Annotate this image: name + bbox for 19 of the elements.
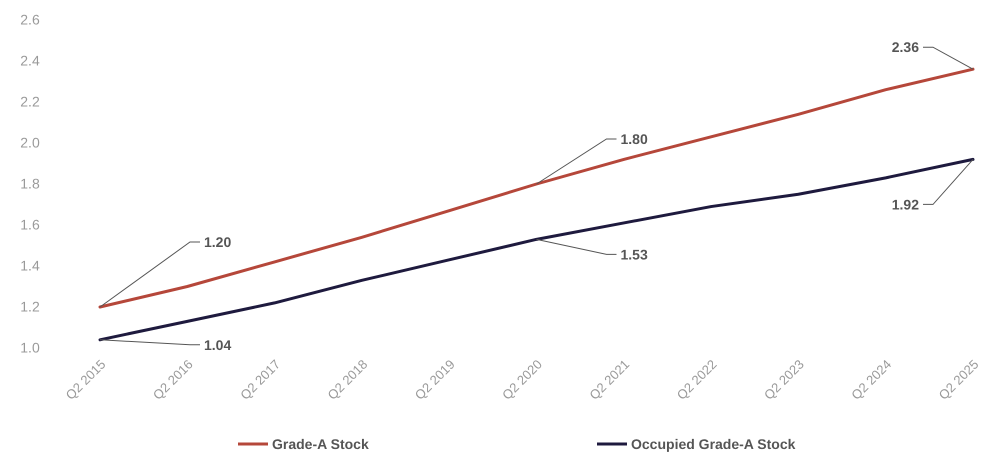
data-label: 1.92 <box>892 196 920 212</box>
data-label: 1.80 <box>620 131 648 147</box>
data-label: 1.04 <box>204 336 232 353</box>
y-tick-label: 2.6 <box>20 11 40 28</box>
data-label: 1.53 <box>620 246 648 262</box>
y-tick-label: 1.4 <box>20 257 40 274</box>
y-tick-label: 2.2 <box>20 93 40 110</box>
legend-label: Grade-A Stock <box>272 436 369 452</box>
data-label: 2.36 <box>892 39 920 56</box>
line-series <box>98 68 974 308</box>
y-tick-label: 1.0 <box>20 339 40 356</box>
y-tick-label: 2.0 <box>20 134 40 150</box>
y-tick-label: 1.2 <box>20 298 40 314</box>
y-tick-label: 1.8 <box>20 175 40 192</box>
y-tick-label: 2.4 <box>20 52 40 68</box>
legend-label: Occupied Grade-A Stock <box>631 436 796 452</box>
line-series <box>98 158 974 342</box>
y-tick-label: 1.6 <box>20 216 40 232</box>
data-label: 1.20 <box>204 234 232 250</box>
